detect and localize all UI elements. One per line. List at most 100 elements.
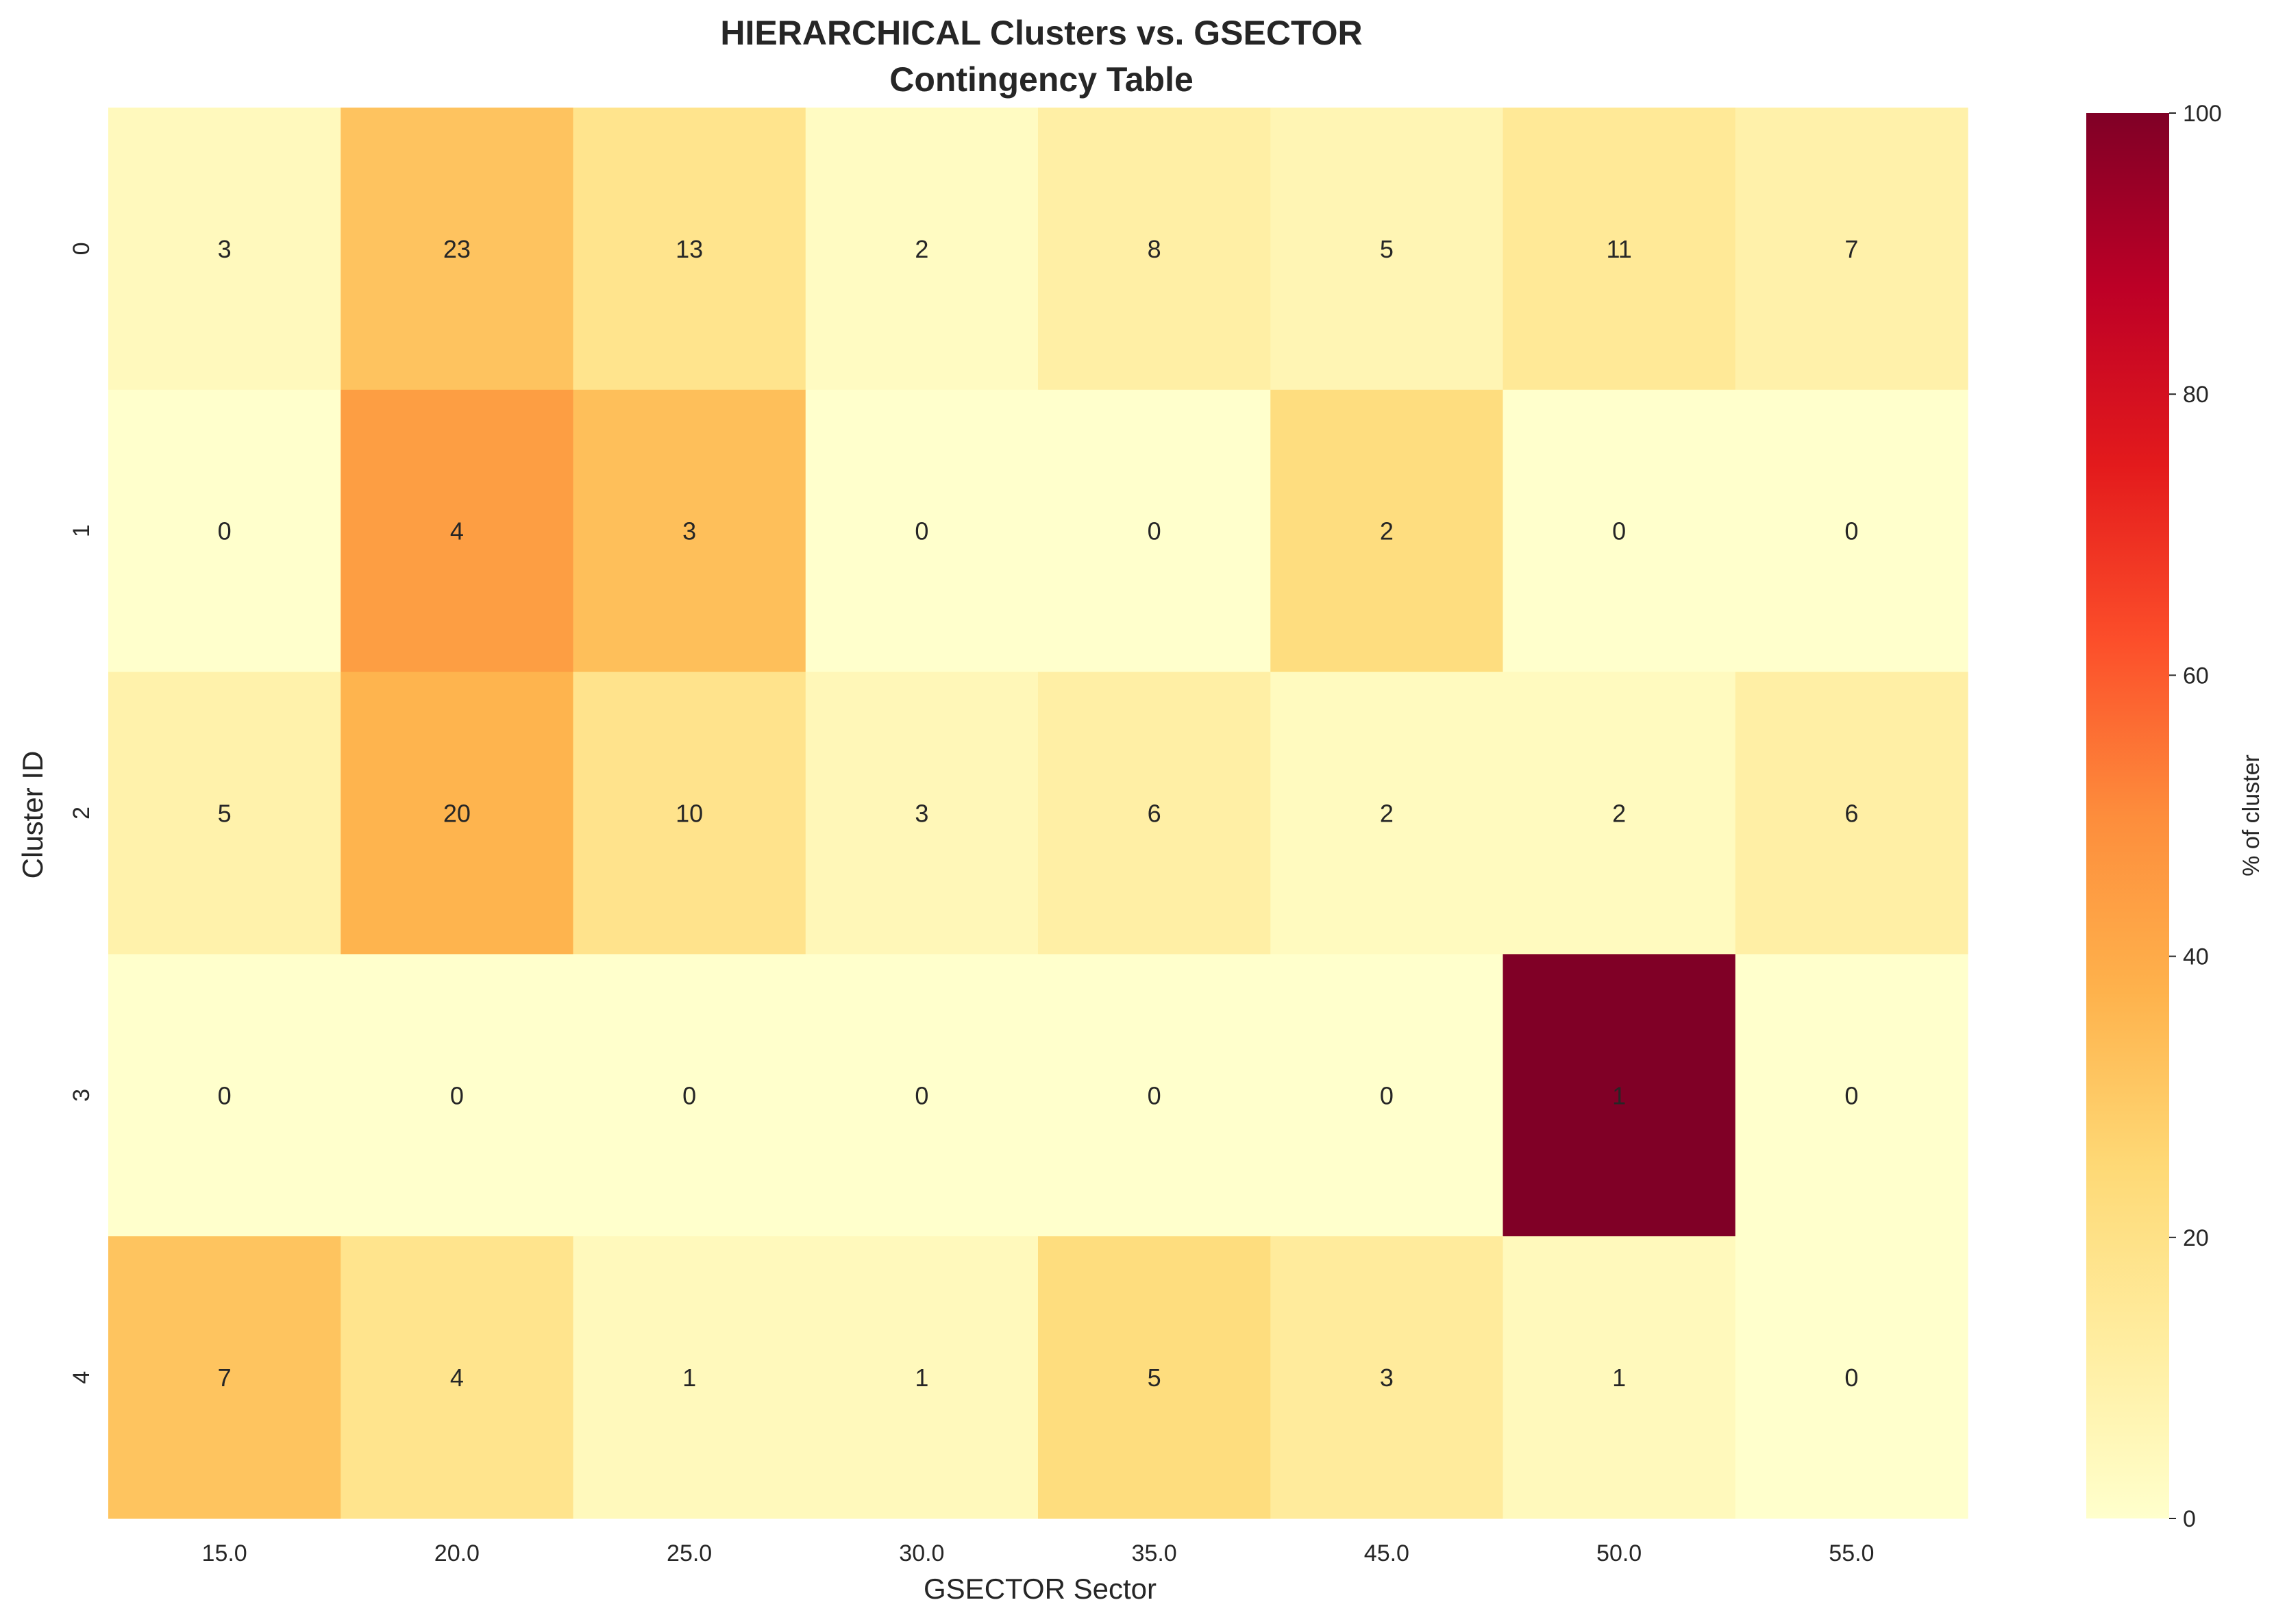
colorbar-tick-label: 80 — [2183, 382, 2209, 408]
cell-count-label: 0 — [915, 517, 928, 545]
colorbar-tick-label: 40 — [2183, 944, 2209, 970]
x-tick-label: 15.0 — [202, 1540, 247, 1566]
heatmap-cell-r4-c6 — [1503, 1236, 1736, 1519]
cell-count-label: 3 — [915, 800, 928, 828]
cell-count-label: 7 — [1844, 235, 1858, 263]
colorbar-tick-label: 0 — [2183, 1506, 2196, 1532]
cell-count-label: 0 — [1148, 517, 1161, 545]
chart-title-line1: HIERARCHICAL Clusters vs. GSECTOR — [720, 14, 1362, 52]
chart-title-line2: Contingency Table — [889, 60, 1194, 99]
cell-count-label: 1 — [682, 1364, 696, 1392]
heatmap-cell-r0-c7 — [1735, 108, 1968, 391]
x-axis-label: GSECTOR Sector — [924, 1573, 1157, 1605]
colorbar-tick-label: 100 — [2183, 101, 2222, 127]
heatmap-cell-r1-c6 — [1503, 389, 1736, 673]
heatmap-cell-r1-c2 — [573, 389, 806, 673]
cell-count-label: 2 — [1380, 517, 1394, 545]
cell-count-label: 10 — [676, 800, 703, 828]
cell-count-label: 0 — [1612, 517, 1626, 545]
cell-count-label: 0 — [1844, 1081, 1858, 1109]
x-tick-label: 50.0 — [1596, 1540, 1642, 1566]
cell-count-label: 2 — [915, 235, 928, 263]
colorbar-label: % of cluster — [2238, 754, 2264, 876]
cell-count-label: 8 — [1148, 235, 1161, 263]
heatmap-cell-r4-c7 — [1735, 1236, 1968, 1519]
cell-count-label: 2 — [1380, 800, 1394, 828]
heatmap-cell-r0-c0 — [108, 108, 341, 391]
x-tick-label: 20.0 — [434, 1540, 480, 1566]
heatmap-cell-r2-c7 — [1735, 672, 1968, 955]
x-tick-label: 35.0 — [1132, 1540, 1177, 1566]
heatmap-cell-r3-c5 — [1270, 954, 1503, 1237]
heatmap-cell-r2-c6 — [1503, 672, 1736, 955]
heatmap-cell-r2-c1 — [341, 672, 573, 955]
cell-count-label: 11 — [1606, 235, 1631, 263]
x-tick-label: 25.0 — [667, 1540, 712, 1566]
heatmap-cell-r3-c2 — [573, 954, 806, 1237]
cell-count-label: 0 — [682, 1081, 696, 1109]
heatmap-cell-r1-c1 — [341, 389, 573, 673]
heatmap-cell-r3-c4 — [1038, 954, 1271, 1237]
colorbar — [2086, 113, 2169, 1518]
colorbar-tick-label: 60 — [2183, 663, 2209, 689]
cell-count-label: 3 — [682, 517, 696, 545]
heatmap-cell-r0-c4 — [1038, 108, 1271, 391]
heatmap-cell-r2-c2 — [573, 672, 806, 955]
heatmap-cell-r3-c1 — [341, 954, 573, 1237]
y-tick-label: 3 — [69, 1089, 95, 1102]
heatmap-cell-r4-c5 — [1270, 1236, 1503, 1519]
cell-count-label: 2 — [1612, 800, 1626, 828]
cell-count-label: 13 — [676, 235, 703, 263]
y-tick-label: 2 — [69, 807, 95, 820]
cell-count-label: 23 — [443, 235, 471, 263]
heatmap-cell-r0-c5 — [1270, 108, 1503, 391]
heatmap-cell-r3-c3 — [805, 954, 1039, 1237]
heatmap-cell-r4-c0 — [108, 1236, 341, 1519]
cell-count-label: 5 — [1380, 235, 1394, 263]
x-tick-label: 45.0 — [1364, 1540, 1409, 1566]
heatmap-cell-labels: 3 23 13 2 8 5 11 70 4 3 0 0 2 0 05 20 10 3 6 2 2 60 0 0 0 0 0 1 07 4 1… — [218, 235, 1859, 1392]
heatmap-cell-r0-c1 — [341, 108, 573, 391]
cell-count-label: 6 — [1148, 800, 1161, 828]
cell-count-label: 4 — [450, 1364, 464, 1392]
y-axis-label: Cluster ID — [16, 751, 49, 879]
cell-count-label: 0 — [1380, 1081, 1394, 1109]
cell-count-label: 5 — [218, 800, 232, 828]
cell-count-label: 0 — [218, 517, 232, 545]
heatmap-cell-r1-c3 — [805, 389, 1039, 673]
heatmap-cell-r0-c2 — [573, 108, 806, 391]
heatmap-cell-r0-c3 — [805, 108, 1039, 391]
cell-count-label: 4 — [450, 517, 464, 545]
heatmap-cell-r1-c0 — [108, 389, 341, 673]
cell-count-label: 6 — [1844, 800, 1858, 828]
heatmap-cell-r0-c6 — [1503, 108, 1736, 391]
y-tick-label: 0 — [69, 242, 95, 255]
cell-count-label: 0 — [450, 1081, 464, 1109]
cell-count-label: 1 — [915, 1364, 928, 1392]
x-tick-labels: 15.0 20.0 25.0 30.0 35.0 45.0 50.0 55.0 — [202, 1540, 1875, 1566]
heatmap-cell-r4-c2 — [573, 1236, 806, 1519]
cell-count-label: 20 — [443, 800, 471, 828]
heatmap-cell-r3-c7 — [1735, 954, 1968, 1237]
y-tick-label: 4 — [69, 1371, 95, 1384]
cell-count-label: 0 — [1844, 517, 1858, 545]
heatmap-cell-r4-c1 — [341, 1236, 573, 1519]
heatmap-cell-r3-c6 — [1503, 954, 1736, 1237]
heatmap-cell-r3-c0 — [108, 954, 341, 1237]
y-tick-label: 1 — [69, 524, 95, 537]
cell-count-label: 0 — [218, 1081, 232, 1109]
heatmap-cell-r2-c3 — [805, 672, 1039, 955]
cell-count-label: 7 — [218, 1364, 232, 1392]
cell-count-label: 0 — [915, 1081, 928, 1109]
heatmap-cells — [108, 108, 1968, 1519]
cell-count-label: 0 — [1148, 1081, 1161, 1109]
heatmap-cell-r4-c3 — [805, 1236, 1039, 1519]
heatmap-cell-r1-c4 — [1038, 389, 1271, 673]
x-tick-label: 30.0 — [899, 1540, 944, 1566]
colorbar-ticks: 0 20 40 60 80 100 — [2169, 101, 2222, 1532]
y-tick-labels: 0 1 2 3 4 — [69, 242, 95, 1383]
x-tick-label: 55.0 — [1829, 1540, 1874, 1566]
cell-count-label: 3 — [1380, 1364, 1394, 1392]
colorbar-tick-label: 20 — [2183, 1225, 2209, 1251]
